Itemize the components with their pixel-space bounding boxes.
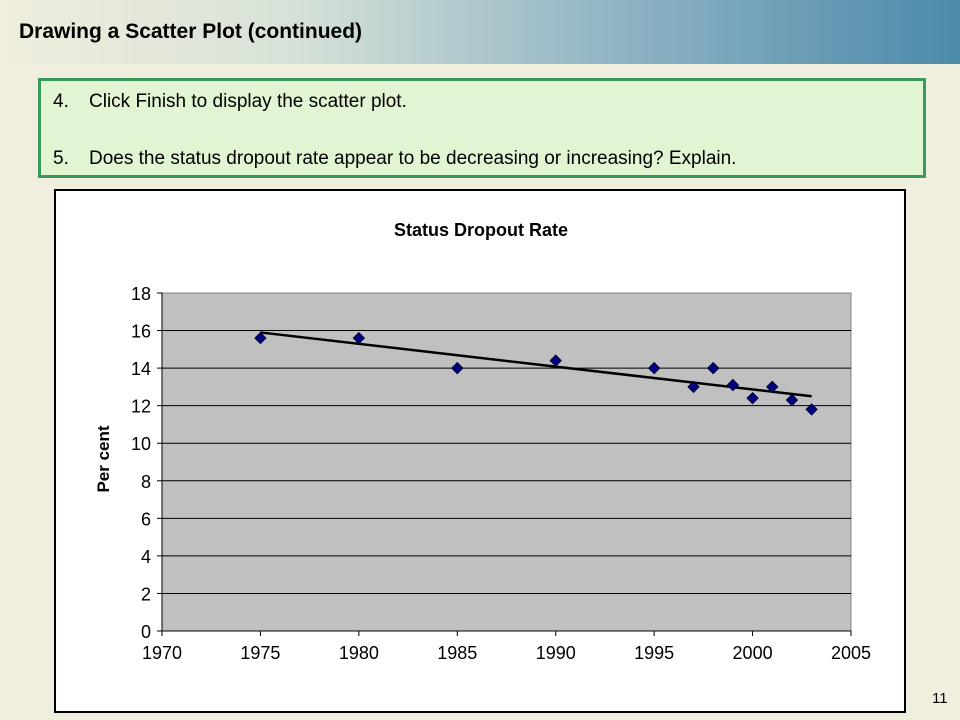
- instructions-box: 4. Click Finish to display the scatter pl…: [38, 78, 926, 178]
- step-number: 4.: [53, 91, 69, 112]
- y-tick-label: 18: [131, 284, 151, 304]
- x-tick-label: 1975: [240, 643, 280, 663]
- instruction-step-4: 4. Click Finish to display the scatter pl…: [53, 91, 407, 113]
- y-tick-label: 16: [131, 322, 151, 342]
- axes: 0 2 4 6 8 10 12 14 16 18 1970 1975 1980 1985 1990 1995 2…: [131, 284, 871, 663]
- trendline: [260, 331, 812, 398]
- x-tick-label: 1995: [634, 643, 674, 663]
- y-tick-label: 12: [131, 397, 151, 417]
- slide-title: Drawing a Scatter Plot (continued): [19, 20, 363, 43]
- y-axis-label: Per cent: [94, 425, 113, 492]
- step-text: Does the status dropout rate appear to b…: [89, 148, 737, 169]
- data-point: [805, 403, 818, 416]
- data-point: [785, 393, 799, 407]
- instruction-step-5: 5. Does the status dropout rate appear to…: [53, 148, 736, 170]
- data-point: [451, 361, 464, 375]
- data-points: [254, 331, 818, 416]
- y-tick-label: 2: [141, 584, 151, 604]
- y-tick-label: 4: [141, 547, 151, 567]
- data-point: [352, 331, 366, 345]
- data-point: [726, 378, 740, 392]
- y-tick-label: 0: [141, 622, 151, 642]
- slide-number: 11: [932, 690, 948, 707]
- x-tick-label: 1990: [536, 643, 576, 663]
- title-bar: Drawing a Scatter Plot (continued): [0, 0, 960, 64]
- data-point: [766, 380, 779, 394]
- x-tick-label: 2005: [831, 643, 871, 663]
- trendline-group: [260, 331, 812, 398]
- gridlines: [162, 330, 851, 594]
- scatter-chart: Status Dropout Rate Per cent 0 2 4 6 8 10 12 14…: [94, 220, 871, 663]
- data-point: [647, 361, 661, 375]
- data-point: [549, 354, 562, 367]
- chart-title: Status Dropout Rate: [394, 220, 568, 240]
- plot-area: [161, 292, 852, 632]
- x-tick-label: 2000: [733, 643, 773, 663]
- data-point: [746, 391, 759, 405]
- x-tick-label: 1985: [437, 643, 477, 663]
- data-point: [706, 361, 720, 375]
- y-tick-label: 6: [141, 509, 151, 529]
- y-tick-label: 8: [141, 472, 151, 492]
- x-tick-label: 1980: [339, 643, 379, 663]
- chart-frame: Status Dropout Rate Per cent 0 2 4 6 8 10 12 14…: [54, 189, 906, 713]
- x-tick-label: 1970: [142, 643, 182, 663]
- y-tick-label: 10: [131, 434, 151, 454]
- step-text: Click Finish to display the scatter plot…: [89, 91, 407, 112]
- data-point: [687, 380, 700, 394]
- data-point: [254, 331, 267, 345]
- y-tick-label: 14: [131, 359, 151, 379]
- step-number: 5.: [53, 148, 69, 169]
